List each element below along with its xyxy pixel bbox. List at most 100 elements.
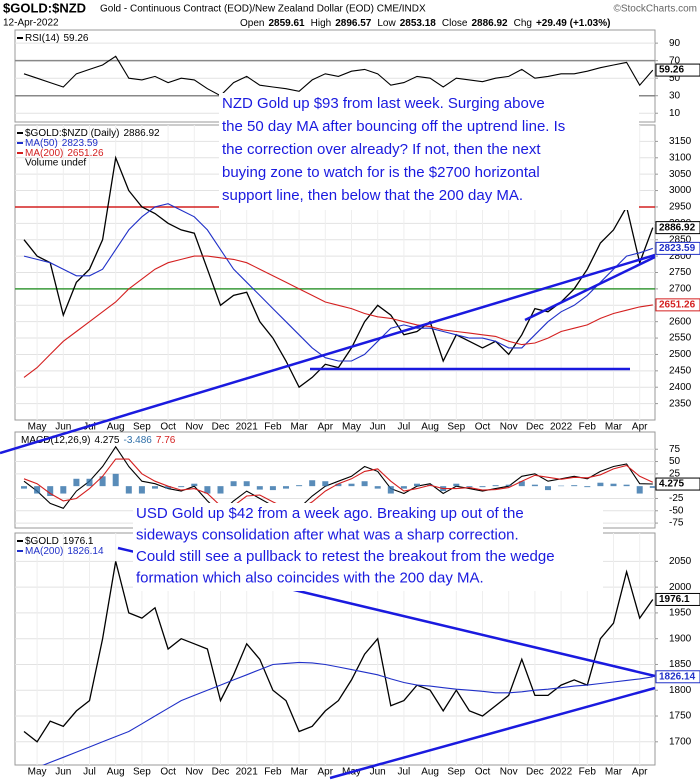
stat-label: High	[311, 18, 332, 29]
legend-value: 2651.26	[67, 148, 104, 159]
histogram-bar	[492, 485, 499, 487]
uptrend-line	[524, 255, 656, 322]
histogram-bar	[400, 486, 407, 489]
legend-entry: RSI(14) 59.26	[25, 33, 89, 44]
x-tick-label: Mar	[605, 422, 623, 433]
histogram-bar	[178, 486, 185, 488]
histogram-bar	[636, 486, 643, 494]
x-tick-label: Sep	[133, 767, 151, 778]
histogram-bar	[269, 486, 276, 491]
legend: $GOLD 1976.1MA(200) 1826.14	[17, 536, 104, 557]
x-tick-label: Nov	[185, 422, 203, 433]
legend-entry: MA(200) 1826.14	[25, 546, 104, 557]
legend: $GOLD:$NZD (Daily) 2886.92 MA(50) 2823.59MA…	[17, 128, 160, 169]
y-tick-label: 2550	[669, 333, 692, 344]
legend-entry: MACD(12,26,9) 4.275 -3.486 7.76	[21, 435, 176, 446]
y-tick-label: 2000	[669, 582, 692, 593]
plot-area	[15, 445, 655, 524]
stat-value: 2886.92	[471, 18, 508, 29]
legend-name: MACD(12,26,9)	[21, 435, 90, 446]
histogram-bar	[86, 478, 93, 487]
y-tick-label: 2450	[669, 365, 692, 376]
legend-name: $GOLD	[25, 536, 59, 547]
y-tick-label: 2850	[669, 234, 692, 245]
annotations: NZD Gold up $93 from last week. Surging …	[133, 93, 639, 591]
x-tick-label: Jun	[55, 422, 71, 433]
y-tick-label: 2800	[669, 251, 692, 262]
value-tag-label: 1826.14	[659, 671, 696, 682]
histogram-bar	[453, 483, 460, 487]
stat-label: Low	[377, 18, 396, 29]
legend-name: MA(50)	[25, 138, 58, 149]
y-tick-label: 1850	[669, 659, 692, 670]
histogram-bar	[545, 486, 551, 491]
legend-entry: $GOLD:$NZD (Daily) 2886.92	[25, 128, 160, 139]
histogram-bar	[204, 486, 211, 494]
y-tick-label: 90	[669, 38, 681, 49]
value-tag-label: 2886.92	[659, 222, 696, 233]
y-tick-label: 2700	[669, 284, 692, 295]
annotation-line: Could still see a pullback to retest the…	[136, 548, 555, 565]
x-tick-label: May	[28, 767, 47, 778]
x-tick-label: Feb	[264, 422, 282, 433]
x-tick-label: Feb	[579, 767, 597, 778]
annotation-line: buying zone to watch for is the $2700 ho…	[222, 164, 540, 181]
histogram-bar	[217, 486, 224, 494]
x-tick-label: Dec	[526, 767, 544, 778]
histogram-bar	[322, 481, 329, 487]
y-tick-label: 3150	[669, 136, 692, 147]
x-tick-label: Jul	[83, 767, 96, 778]
series-line	[23, 255, 653, 378]
histogram-bar	[60, 486, 67, 494]
histogram-bar	[34, 486, 41, 494]
histogram-bar	[505, 484, 512, 487]
x-tick-label: Oct	[160, 767, 176, 778]
stat-value: 2896.57	[335, 18, 372, 29]
description: Gold - Continuous Contract (EOD)/New Zea…	[100, 4, 426, 15]
value-tag	[655, 298, 700, 312]
stat-value: 2853.18	[400, 18, 437, 29]
stat: Chg +29.49 (+1.03%)	[514, 18, 611, 29]
stat: High 2896.57	[311, 18, 372, 29]
value-tag-label: 2651.26	[659, 300, 696, 311]
series-line	[23, 561, 654, 743]
wedge-bottom	[329, 686, 656, 780]
x-tick-label: Sep	[133, 422, 151, 433]
annotation-line: the 50 day MA after bouncing off the upt…	[222, 118, 565, 135]
x-tick-label: May	[342, 422, 361, 433]
y-tick-label: 70	[669, 55, 681, 66]
header: $GOLD:$NZD Gold - Continuous Contract (E…	[3, 0, 697, 28]
x-tick-label: Apr	[318, 767, 334, 778]
x-tick-label: Nov	[185, 767, 203, 778]
x-tick-label: Mar	[290, 422, 308, 433]
y-tick-label: 50	[669, 456, 681, 467]
value-tag	[655, 241, 700, 255]
annotation-line: NZD Gold up $93 from last week. Surging …	[222, 95, 545, 112]
histogram-bar	[531, 484, 538, 487]
x-tick-label: Oct	[475, 767, 491, 778]
legend-name: MA(200)	[25, 148, 63, 159]
y-tick-label: 2350	[669, 398, 692, 409]
value-tag	[655, 477, 700, 491]
histogram-bar	[649, 486, 655, 488]
x-tick-label: Oct	[475, 422, 491, 433]
y-tick-label: 2750	[669, 267, 692, 278]
long-trend-line	[0, 253, 656, 455]
x-tick-label: Aug	[421, 422, 439, 433]
x-tick-label: Dec	[212, 422, 230, 433]
y-tick-label: 2950	[669, 202, 692, 213]
annotation-bg	[219, 93, 639, 210]
stat-label: Chg	[514, 18, 532, 29]
x-tick-label: 2022	[550, 422, 573, 433]
x-tick-label: Oct	[160, 422, 176, 433]
y-tick-label: 2500	[669, 349, 692, 360]
stat-value: +29.49 (+1.03%)	[536, 18, 611, 29]
y-tick-label: 75	[669, 444, 681, 455]
histogram-bar	[387, 486, 394, 494]
x-tick-label: Aug	[107, 767, 125, 778]
x-tick-label: Apr	[318, 422, 334, 433]
series-line	[23, 445, 653, 514]
histogram-bar	[125, 486, 132, 494]
